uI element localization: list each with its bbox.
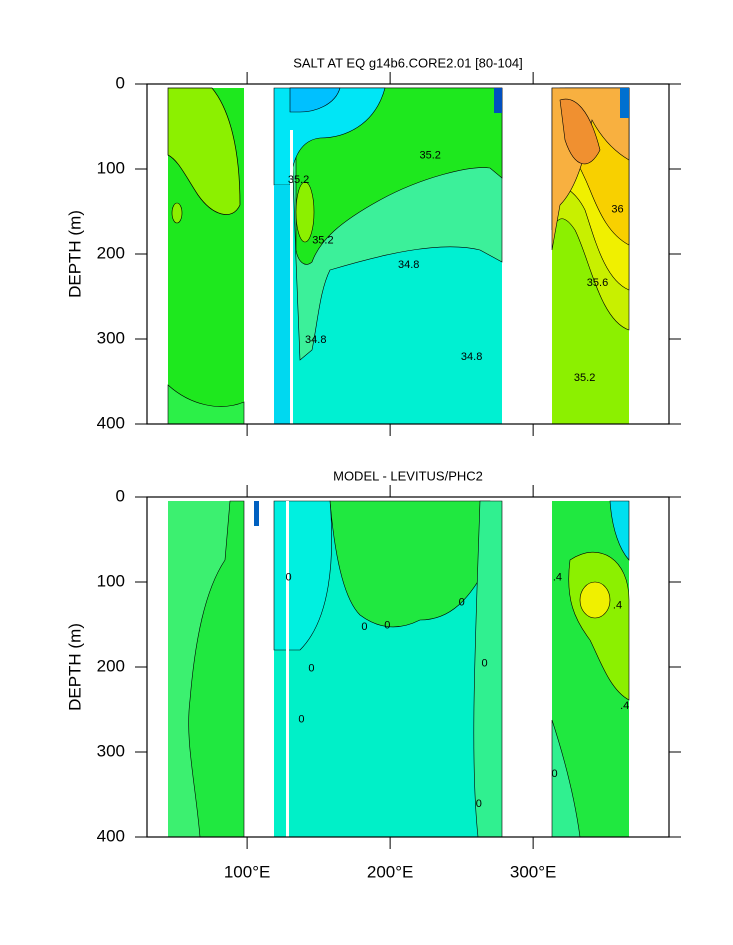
contour-label: 35.6 bbox=[587, 277, 608, 289]
y-tick-label: 300 bbox=[97, 741, 125, 760]
contour-label: 0 bbox=[298, 714, 304, 726]
contour-fill-top bbox=[167, 87, 630, 425]
y-tick-label: 300 bbox=[97, 328, 125, 347]
y-tick-label: 0 bbox=[116, 73, 125, 92]
contour-label: 0 bbox=[552, 768, 558, 780]
contour-label: 34.8 bbox=[461, 351, 482, 363]
contour-label: 35.2 bbox=[419, 149, 440, 161]
contour-label: 0 bbox=[481, 658, 487, 670]
x-tick-label: 300°E bbox=[510, 862, 557, 881]
contour-label: 0 bbox=[384, 619, 390, 631]
contour-fill-bottom bbox=[168, 500, 630, 838]
contour-label: 0 bbox=[476, 798, 482, 810]
contour-label: 0 bbox=[308, 663, 314, 675]
y-tick-label: 400 bbox=[97, 826, 125, 845]
contour-label: 0 bbox=[361, 621, 367, 633]
contour-label: 35.2 bbox=[312, 234, 333, 246]
y-axis-label: DEPTH (m) bbox=[65, 623, 84, 711]
chart-title: SALT AT EQ g14b6.CORE2.01 [80-104] bbox=[293, 55, 523, 70]
y-tick-label: 100 bbox=[97, 158, 125, 177]
contour-label: 0 bbox=[459, 596, 465, 608]
contour-label: 36 bbox=[611, 204, 623, 216]
contour-label: 0 bbox=[286, 572, 292, 584]
contour-label: 34.8 bbox=[398, 259, 419, 271]
contour-label: 34.8 bbox=[305, 334, 326, 346]
x-tick-label: 100°E bbox=[224, 862, 271, 881]
y-tick-label: 200 bbox=[97, 243, 125, 262]
x-tick-label: 200°E bbox=[367, 862, 414, 881]
y-axis-label: DEPTH (m) bbox=[65, 210, 84, 298]
y-tick-label: 100 bbox=[97, 571, 125, 590]
contour-label: .4 bbox=[613, 600, 622, 612]
contour-label: .4 bbox=[620, 700, 629, 712]
y-tick-label: 200 bbox=[97, 656, 125, 675]
contour-label: .4 bbox=[553, 572, 562, 584]
y-tick-label: 0 bbox=[116, 486, 125, 505]
contour-label: 35.2 bbox=[574, 372, 595, 384]
y-tick-label: 400 bbox=[97, 413, 125, 432]
chart-title: MODEL - LEVITUS/PHC2 bbox=[333, 468, 483, 483]
contour-label: 35.2 bbox=[288, 174, 309, 186]
